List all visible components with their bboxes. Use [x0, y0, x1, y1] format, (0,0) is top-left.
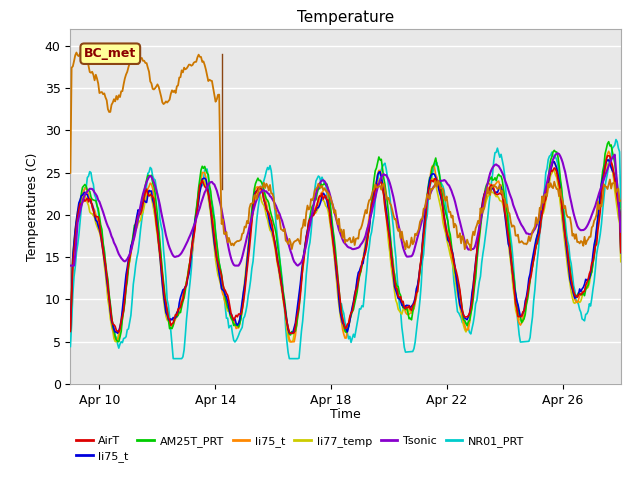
Legend: AirT, li75_t, AM25T_PRT, li75_t, li77_temp, Tsonic, NR01_PRT: AirT, li75_t, AM25T_PRT, li75_t, li77_te… [76, 436, 524, 462]
X-axis label: Time: Time [330, 408, 361, 421]
Y-axis label: Temperatures (C): Temperatures (C) [26, 152, 39, 261]
Text: BC_met: BC_met [84, 47, 136, 60]
Title: Temperature: Temperature [297, 10, 394, 25]
